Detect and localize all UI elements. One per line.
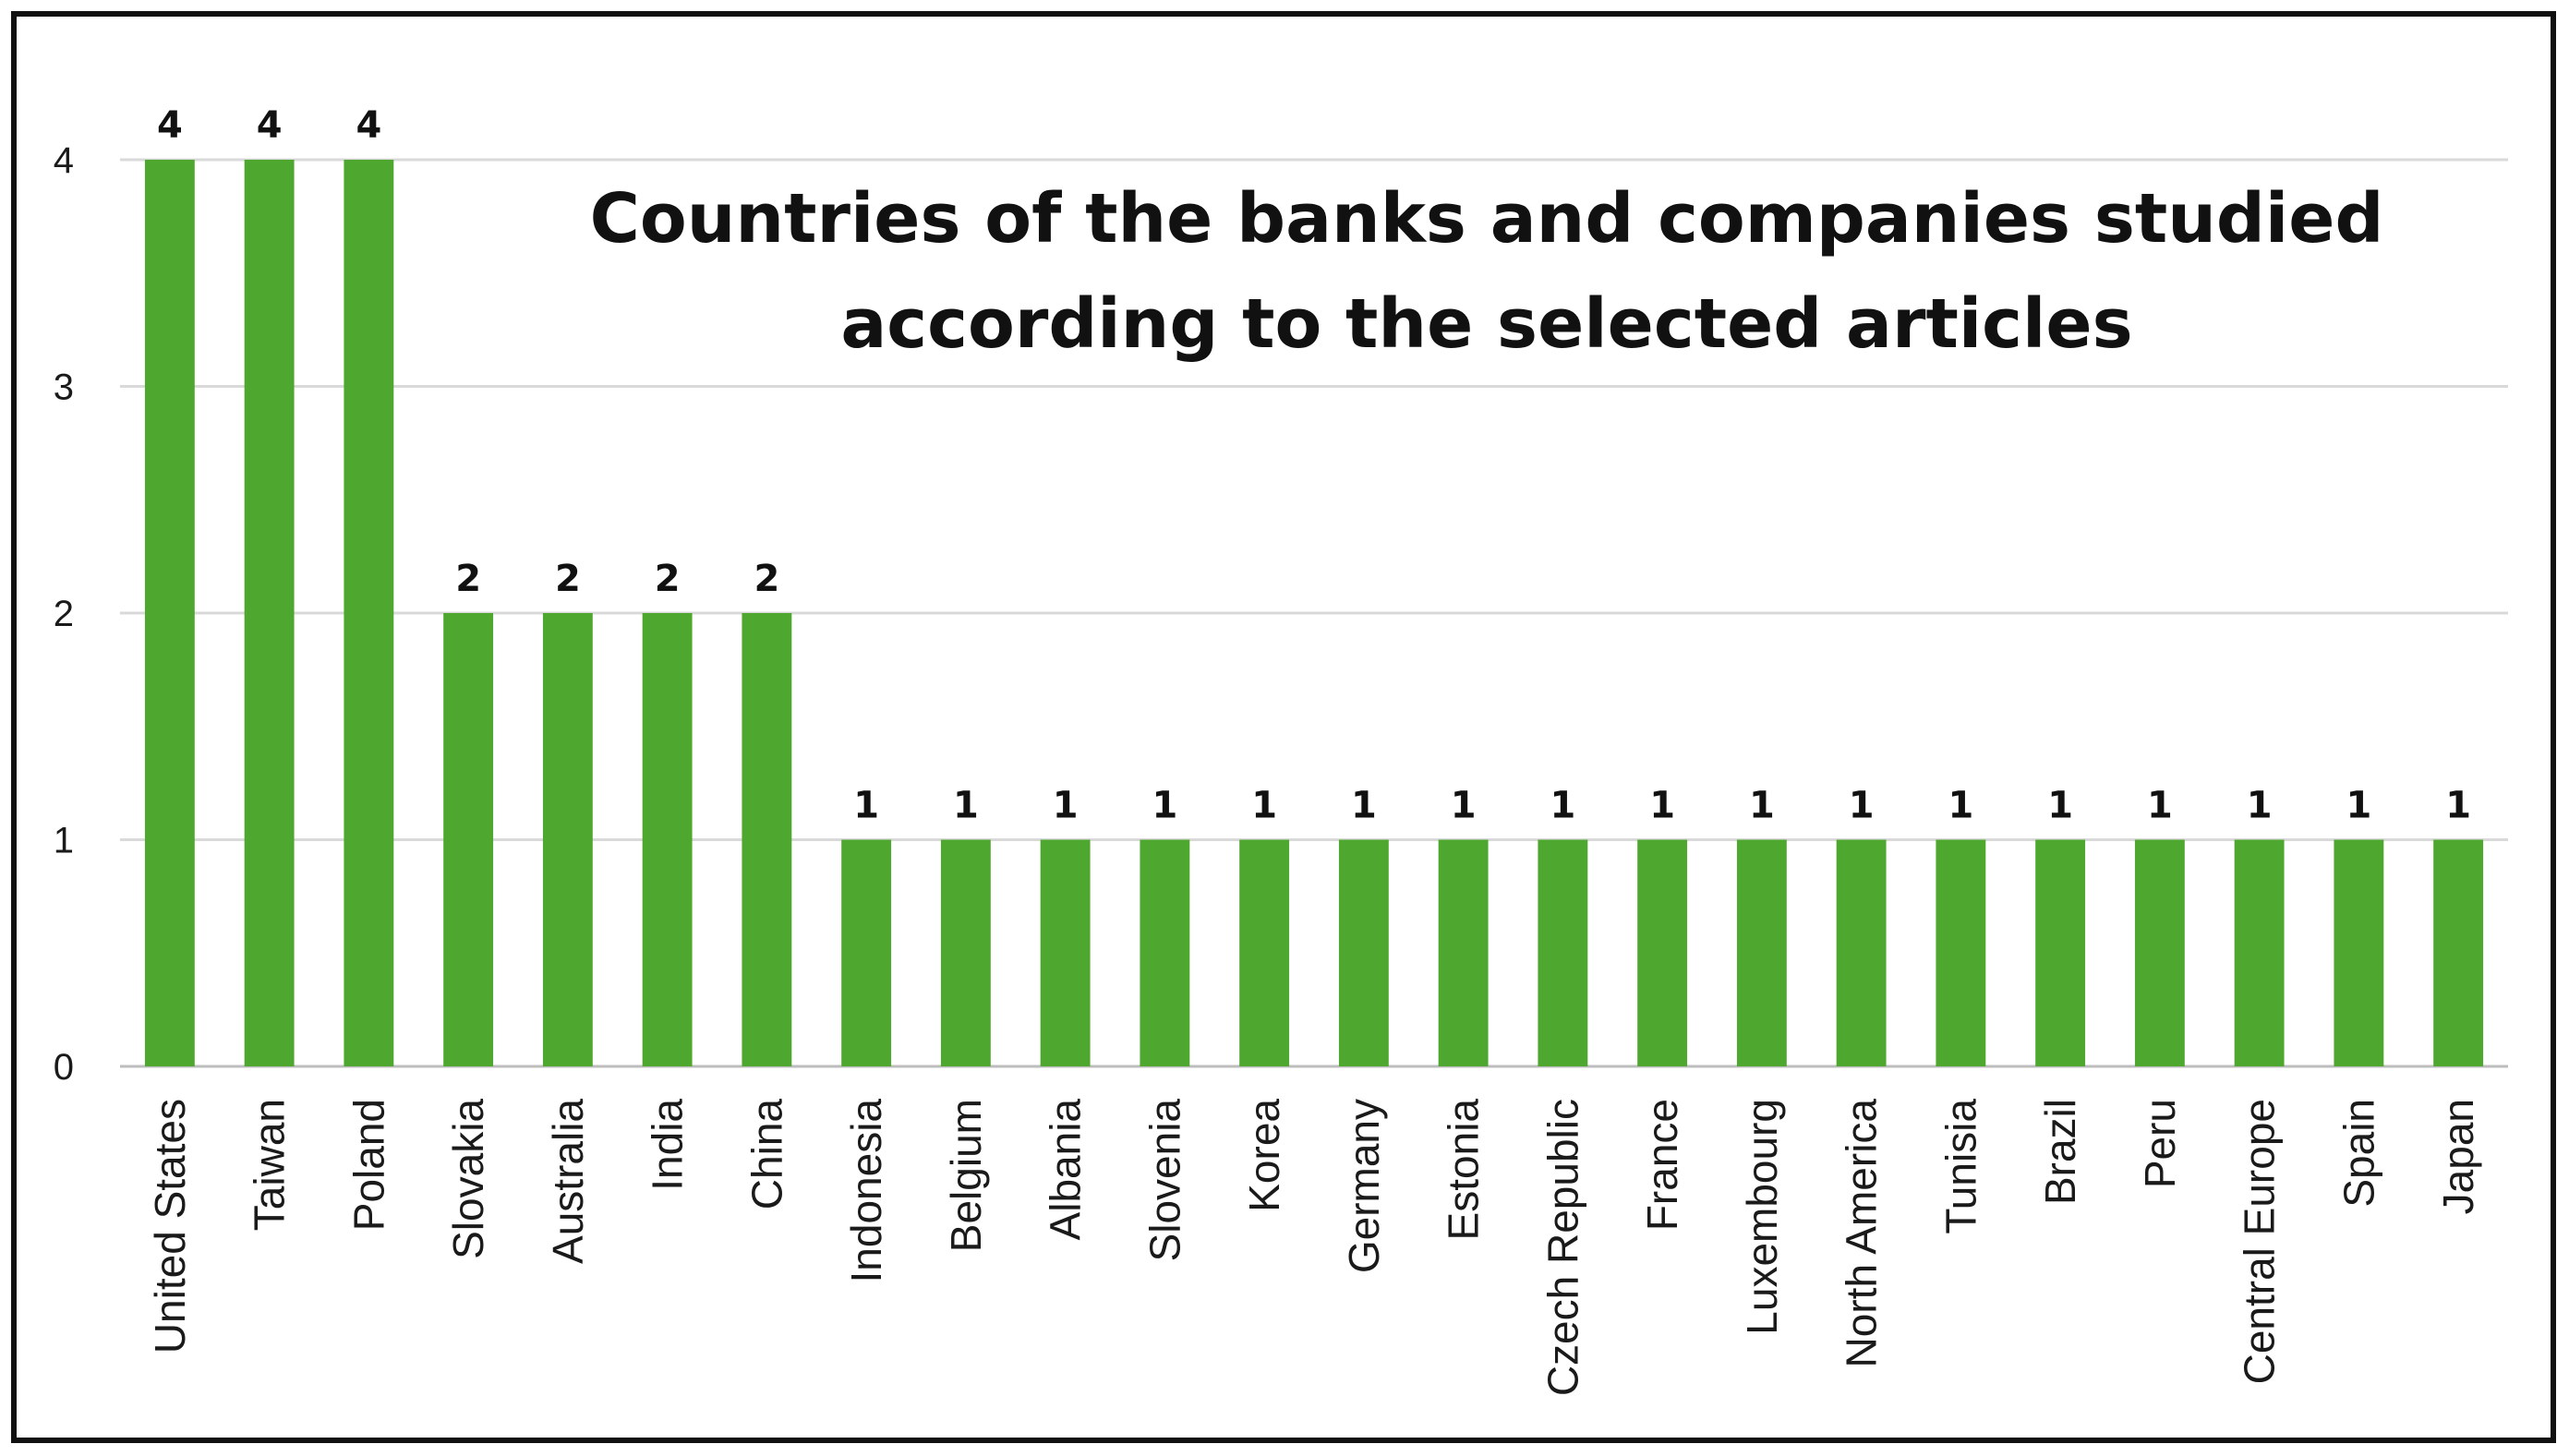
x-category-label: France — [1638, 1099, 1686, 1231]
bar — [940, 839, 991, 1066]
data-label: 1 — [1948, 785, 1973, 827]
bar — [1637, 839, 1688, 1066]
bar — [443, 613, 494, 1066]
y-axis: 0 1 2 3 4 — [54, 140, 74, 1088]
y-tick-label: 0 — [54, 1047, 74, 1088]
bar — [2234, 839, 2285, 1066]
x-category-label: Indonesia — [842, 1099, 890, 1283]
x-category-label: India — [644, 1099, 692, 1191]
x-category-label: Belgium — [942, 1099, 990, 1252]
bar — [642, 613, 693, 1066]
bar — [1040, 839, 1091, 1066]
bar — [1538, 839, 1588, 1066]
bar — [144, 160, 195, 1066]
data-label: 1 — [1053, 785, 1079, 827]
x-category-label: Brazil — [2036, 1099, 2084, 1205]
data-label: 1 — [2047, 785, 2073, 827]
data-label: 4 — [356, 104, 381, 147]
x-axis-categories: United States Taiwan Poland Slovakia Austral… — [146, 1099, 2482, 1397]
bar — [1239, 839, 1290, 1066]
data-label: 2 — [555, 558, 581, 600]
x-category-label: Japan — [2434, 1099, 2482, 1214]
data-label: 1 — [853, 785, 879, 827]
bar — [1836, 839, 1887, 1066]
data-label: 2 — [655, 558, 681, 600]
x-category-label: Slovakia — [444, 1099, 492, 1259]
x-category-label: Germany — [1340, 1099, 1388, 1273]
bar — [1736, 839, 1787, 1066]
data-label: 1 — [1451, 785, 1477, 827]
data-label: 1 — [2247, 785, 2273, 827]
x-category-label: Poland — [344, 1099, 392, 1231]
bar — [841, 839, 892, 1066]
x-category-label: Central Europe — [2236, 1099, 2284, 1384]
bar — [2334, 839, 2384, 1066]
x-category-label: Luxembourg — [1738, 1099, 1786, 1335]
data-label: 1 — [1251, 785, 1277, 827]
y-tick-label: 4 — [54, 140, 74, 181]
data-label: 1 — [1550, 785, 1575, 827]
x-category-label: Peru — [2136, 1099, 2184, 1188]
bar — [1936, 839, 1986, 1066]
x-category-label: China — [742, 1099, 790, 1210]
data-labels: 4 4 4 2 2 2 2 1 1 1 1 1 1 1 1 1 1 1 1 1 1 1 1 1 — [157, 104, 2471, 827]
x-category-label: Czech Republic — [1538, 1099, 1586, 1396]
data-label: 1 — [1849, 785, 1875, 827]
x-category-label: Estonia — [1440, 1099, 1488, 1241]
bar — [1140, 839, 1190, 1066]
chart-title-line-2: according to the selected articles — [840, 284, 2132, 364]
x-category-label: Tunisia — [1936, 1099, 1984, 1234]
data-label: 1 — [1649, 785, 1675, 827]
bar — [2433, 839, 2484, 1066]
x-category-label: Slovenia — [1140, 1099, 1188, 1262]
data-label: 1 — [1351, 785, 1377, 827]
data-label: 1 — [1749, 785, 1775, 827]
data-label: 2 — [455, 558, 481, 600]
x-category-label: North America — [1838, 1099, 1886, 1368]
data-label: 1 — [1152, 785, 1177, 827]
bar — [244, 160, 295, 1066]
data-label: 1 — [2346, 785, 2371, 827]
y-tick-label: 2 — [54, 594, 74, 634]
bar — [2035, 839, 2086, 1066]
bar — [2134, 839, 2185, 1066]
gridlines — [120, 158, 2508, 1068]
x-category-label: United States — [146, 1099, 194, 1354]
bar — [344, 160, 394, 1066]
data-label: 1 — [2147, 785, 2173, 827]
bar — [1338, 839, 1389, 1066]
x-category-label: Spain — [2334, 1099, 2382, 1208]
x-category-label: Korea — [1240, 1099, 1288, 1212]
x-category-label: Albania — [1042, 1099, 1090, 1241]
y-tick-label: 3 — [54, 367, 74, 408]
data-label: 4 — [157, 104, 183, 147]
data-label: 2 — [754, 558, 779, 600]
chart-frame — [11, 11, 2556, 1443]
data-label: 1 — [2445, 785, 2471, 827]
y-tick-label: 1 — [54, 821, 74, 861]
data-label: 1 — [953, 785, 979, 827]
bar — [1438, 839, 1489, 1066]
x-category-label: Australia — [544, 1099, 592, 1264]
bars — [144, 160, 2484, 1066]
chart-title-line-1: Countries of the banks and companies stu… — [590, 179, 2384, 259]
data-label: 4 — [257, 104, 283, 147]
bar — [742, 613, 792, 1066]
x-category-label: Taiwan — [246, 1099, 294, 1231]
bar — [542, 613, 593, 1066]
